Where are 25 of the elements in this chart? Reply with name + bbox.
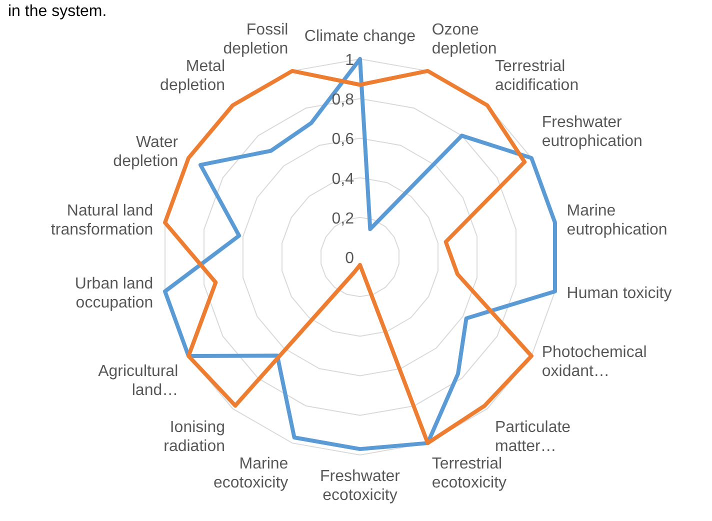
spoke-label: Fossil depletion xyxy=(223,22,288,58)
spoke-label: Photochemical oxidant… xyxy=(542,344,647,380)
spoke-label: Marine eutrophication xyxy=(566,202,668,239)
spoke-label: Agricultural land… xyxy=(98,363,178,399)
spoke-label: Particulate matter… xyxy=(494,418,571,455)
spoke-label: Terrestrial ecotoxicity xyxy=(432,455,507,492)
spoke-label: Human toxicity xyxy=(566,284,672,302)
y-tick-label: 0,2 xyxy=(332,210,354,228)
y-tick-label: 0,8 xyxy=(332,92,354,109)
y-tick-label: 1 xyxy=(345,52,354,69)
spoke-label: Freshwater eutrophication xyxy=(542,114,642,150)
spoke-label: Terrestrial acidification xyxy=(494,58,579,94)
spoke-label: Ionising radiation xyxy=(164,418,226,455)
spoke-label: Marine ecotoxicity xyxy=(213,455,288,492)
text: in the system. xyxy=(8,3,107,20)
spoke-label: Climate change xyxy=(304,28,416,45)
y-tick-label: 0,6 xyxy=(332,131,354,148)
spoke-label: Metal depletion xyxy=(160,58,226,94)
y-tick-label: 0 xyxy=(345,250,354,267)
spoke-label: Urban land occupation xyxy=(74,275,154,312)
spoke-label: Ozone depletion xyxy=(432,22,497,58)
spoke-label: Natural land transformation xyxy=(50,202,154,239)
y-tick-label: 0,4 xyxy=(332,170,354,188)
spoke-label: Freshwater ecotoxicity xyxy=(320,468,401,504)
spoke-label: Water depletion xyxy=(113,134,179,170)
